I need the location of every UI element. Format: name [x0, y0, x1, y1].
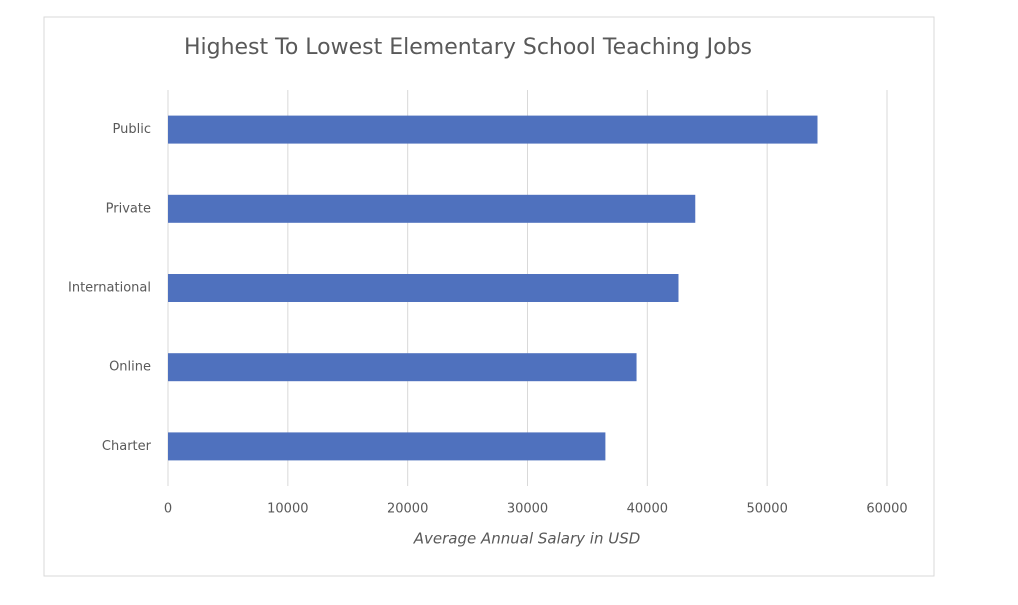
x-tick-label: 20000 — [387, 502, 428, 517]
bar — [168, 115, 818, 144]
x-tick-label: 30000 — [507, 502, 548, 517]
x-tick-label: 0 — [164, 502, 172, 517]
bar — [168, 194, 696, 223]
bar — [168, 274, 679, 302]
y-tick-label: Online — [109, 360, 151, 375]
y-tick-label: Private — [106, 201, 151, 216]
y-tick-label: International — [68, 281, 151, 296]
x-tick-label: 10000 — [267, 502, 308, 517]
y-tick-label: Public — [113, 122, 151, 137]
bar — [168, 432, 606, 461]
y-tick-label: Charter — [102, 439, 152, 454]
bar — [168, 353, 637, 382]
chart-title: Highest To Lowest Elementary School Teac… — [184, 35, 752, 60]
x-tick-label: 40000 — [627, 502, 668, 517]
x-tick-label: 50000 — [746, 502, 787, 517]
x-tick-label: 60000 — [866, 502, 907, 517]
x-axis-title: Average Annual Salary in USD — [413, 530, 641, 548]
